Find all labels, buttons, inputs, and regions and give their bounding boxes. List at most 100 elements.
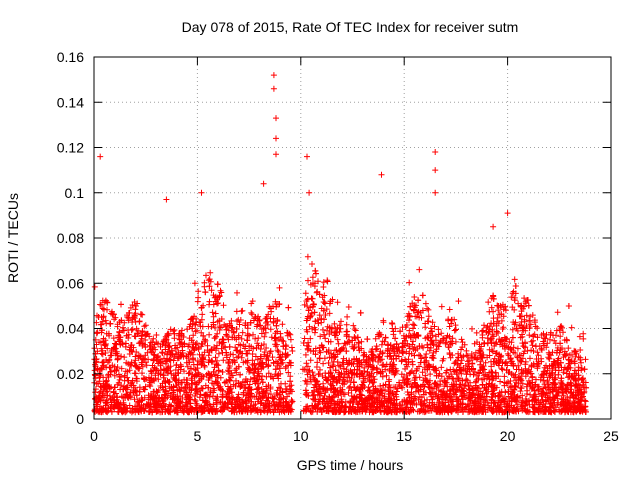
roti-point: [479, 328, 485, 335]
roti-point: [437, 378, 444, 385]
roti-point: [575, 367, 582, 374]
roti-point: [239, 307, 246, 314]
roti-point: [534, 349, 541, 356]
roti-point: [410, 306, 417, 313]
roti-point: [244, 322, 251, 328]
roti-point: [166, 343, 173, 349]
roti-point: [233, 326, 240, 332]
roti-point: [345, 304, 352, 310]
roti-point: [529, 312, 536, 319]
roti-point: [139, 329, 146, 336]
roti-point: [409, 300, 416, 307]
roti-point: [358, 338, 365, 345]
roti-point: [538, 372, 545, 379]
roti-point: [285, 304, 292, 311]
roti-point: [312, 345, 319, 352]
roti-point: [214, 342, 220, 349]
roti-point: [235, 380, 242, 386]
roti-point: [404, 389, 411, 395]
roti-point: [184, 401, 191, 408]
roti-point: [99, 318, 106, 325]
roti-point: [494, 302, 501, 309]
roti-point: [492, 399, 499, 406]
roti-point: [178, 363, 185, 370]
roti-point: [185, 343, 192, 350]
roti-point: [528, 338, 535, 345]
roti-point: [403, 361, 410, 368]
roti-point: [92, 361, 99, 368]
roti-point: [192, 341, 199, 348]
roti-point: [316, 383, 323, 390]
roti-point: [344, 313, 351, 320]
roti-point: [110, 335, 117, 342]
roti-point: [376, 354, 383, 361]
roti-point: [352, 327, 359, 334]
roti-point: [425, 361, 432, 368]
roti-point: [212, 324, 219, 331]
roti-point: [138, 333, 145, 340]
roti-point: [374, 404, 381, 411]
roti-point: [124, 391, 131, 398]
roti-point: [417, 352, 424, 359]
roti-point: [343, 368, 350, 375]
roti-point: [373, 403, 380, 410]
roti-point: [111, 372, 118, 379]
roti-point: [270, 359, 277, 366]
roti-point: [193, 327, 200, 334]
roti-point: [249, 298, 256, 305]
roti-point: [199, 311, 206, 318]
roti-point: [316, 392, 323, 399]
roti-point: [580, 330, 587, 337]
roti-point: [435, 326, 442, 333]
roti-point: [392, 384, 399, 390]
roti-point: [509, 304, 516, 311]
roti-point: [433, 367, 440, 374]
roti-point: [270, 398, 277, 405]
roti-point: [378, 398, 385, 405]
roti-point: [545, 384, 552, 390]
roti-point: [223, 393, 230, 400]
roti-point: [115, 379, 122, 386]
roti-point: [269, 395, 276, 402]
roti-point: [95, 314, 102, 320]
roti-point: [422, 354, 429, 361]
roti-point: [317, 366, 323, 373]
roti-point: [142, 337, 149, 343]
roti-point: [162, 358, 169, 365]
roti-point: [218, 289, 225, 296]
roti-point: [349, 403, 356, 410]
roti-point: [416, 393, 423, 400]
roti-point: [203, 391, 210, 398]
roti-point: [577, 354, 584, 361]
roti-point: [205, 323, 212, 330]
roti-point: [181, 340, 188, 347]
roti-point: [152, 404, 159, 411]
roti-point: [466, 357, 473, 364]
roti-point: [318, 305, 325, 312]
roti-point: [432, 333, 439, 340]
roti-point: [530, 408, 537, 415]
roti-point: [465, 382, 472, 389]
roti-point: [323, 348, 330, 355]
roti-point: [120, 324, 126, 331]
roti-point: [498, 338, 505, 345]
roti-point: [575, 389, 582, 396]
roti-point: [546, 408, 553, 415]
roti-point: [114, 394, 121, 401]
roti-point: [451, 360, 458, 367]
roti-point: [271, 334, 278, 341]
roti-point: [540, 340, 547, 347]
roti-point: [565, 374, 572, 381]
roti-point: [302, 351, 309, 358]
roti-point: [455, 354, 462, 361]
roti-point: [544, 367, 551, 374]
roti-point: [494, 314, 501, 321]
roti-point: [390, 331, 397, 338]
roti-point: [260, 405, 267, 411]
roti-point: [168, 347, 175, 354]
roti-point: [535, 352, 542, 359]
roti-point: [144, 330, 150, 337]
roti-point: [195, 288, 202, 295]
roti-point: [327, 370, 334, 377]
roti-point: [478, 343, 485, 350]
